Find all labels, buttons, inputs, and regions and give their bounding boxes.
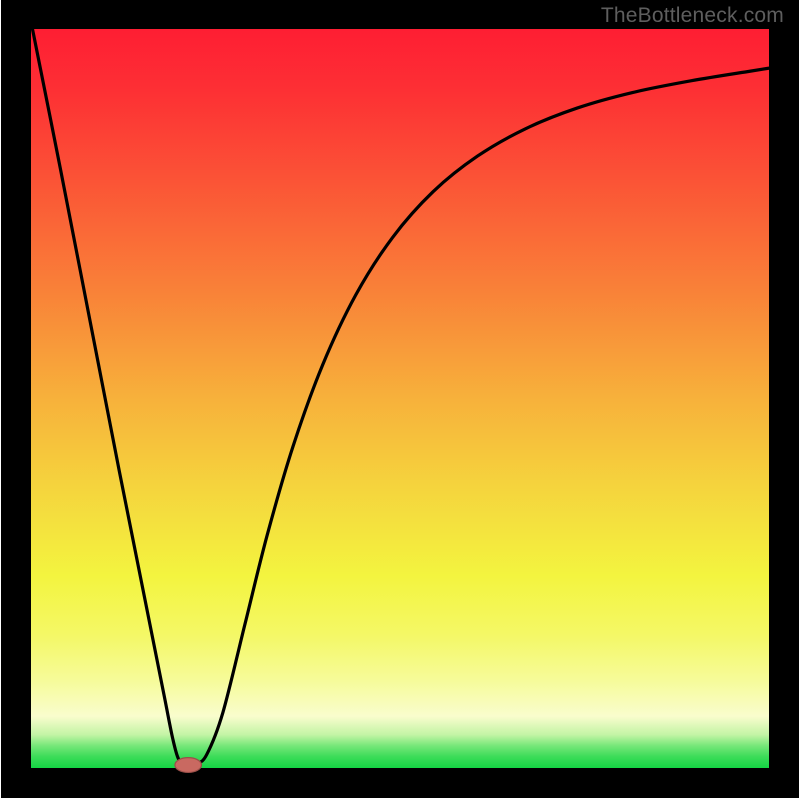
chart-background [31,29,769,768]
watermark-text: TheBottleneck.com [601,4,784,28]
bottleneck-chart [0,0,800,800]
chart-container: TheBottleneck.com [0,0,800,800]
optimum-marker [175,758,202,773]
